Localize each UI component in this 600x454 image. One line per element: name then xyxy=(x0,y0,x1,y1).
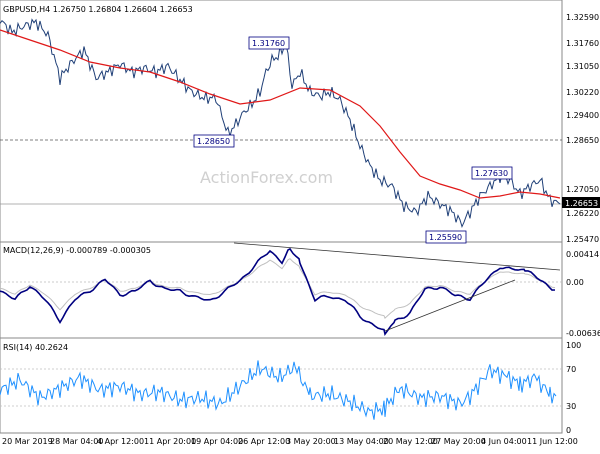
current-price-box xyxy=(562,197,600,208)
rsi-axis-label: 100 xyxy=(566,341,581,350)
rsi-panel-frame xyxy=(0,337,563,434)
time-axis-label: 27 May 20:00 xyxy=(431,437,486,446)
time-axis-label: 13 May 04:00 xyxy=(334,437,389,446)
annotation-box xyxy=(248,36,290,50)
macd-trendline-lower xyxy=(384,279,516,332)
price-axis-label: 1.31050 xyxy=(566,62,599,71)
macd-trendline-upper xyxy=(233,242,561,271)
current-price-label: 1.26653 xyxy=(565,199,598,208)
annotation-label: 1.31760 xyxy=(252,39,285,48)
macd-axis-label: 0.004141 xyxy=(566,250,600,259)
time-axis-label: 11 Jun 12:00 xyxy=(527,437,578,446)
rsi-axis-label: 70 xyxy=(566,365,576,374)
time-axis-label: 11 Apr 20:00 xyxy=(144,437,196,446)
time-axis-label: 4 Apr 12:00 xyxy=(97,437,144,446)
annotation-label: 1.28650 xyxy=(197,137,230,146)
annotation-box xyxy=(425,230,467,244)
price-axis-label: 1.30220 xyxy=(566,88,599,97)
price-axis-label: 1.27050 xyxy=(566,185,599,194)
macd-axis-label: 0.00 xyxy=(566,278,584,287)
watermark-text: ActionForex.com xyxy=(200,168,333,187)
time-axis-label: 26 Apr 12:00 xyxy=(238,437,290,446)
annotation-box xyxy=(471,166,513,180)
main-panel-header: GBPUSD,H4 1.26750 1.26804 1.26604 1.2665… xyxy=(3,5,193,14)
time-axis-label: 28 Mar 04:00 xyxy=(50,437,103,446)
annotation-label: 1.25590 xyxy=(429,233,462,242)
rsi-axis-label: 30 xyxy=(566,402,576,411)
time-axis-label: 4 Jun 04:00 xyxy=(481,437,527,446)
annotation-box xyxy=(193,134,235,148)
moving-average-line xyxy=(0,29,561,199)
macd-panel-header: MACD(12,26,9) -0.000789 -0.000305 xyxy=(3,246,151,255)
macd-line xyxy=(0,247,556,336)
macd-signal-line xyxy=(0,258,556,319)
time-axis-label: 20 Mar 2019 xyxy=(2,437,53,446)
time-axis-label: 20 May 12:00 xyxy=(383,437,438,446)
annotation-label: 1.27630 xyxy=(475,169,508,178)
time-axis-label: 19 Apr 04:00 xyxy=(191,437,243,446)
price-axis-label: 1.26220 xyxy=(566,209,599,218)
price-axis-label: 1.28650 xyxy=(566,136,599,145)
price-axis-label: 1.29400 xyxy=(566,111,599,120)
price-axis-label: 1.25470 xyxy=(566,235,599,244)
rsi-line xyxy=(0,360,557,420)
price-axis-label: 1.32590 xyxy=(566,13,599,22)
rsi-panel-header: RSI(14) 40.2624 xyxy=(3,343,68,352)
macd-axis-label: -0.006365 xyxy=(566,329,600,338)
price-axis-label: 1.31760 xyxy=(566,39,599,48)
rsi-axis-label: 0 xyxy=(566,426,571,435)
time-axis-label: 3 May 20:00 xyxy=(286,437,336,446)
